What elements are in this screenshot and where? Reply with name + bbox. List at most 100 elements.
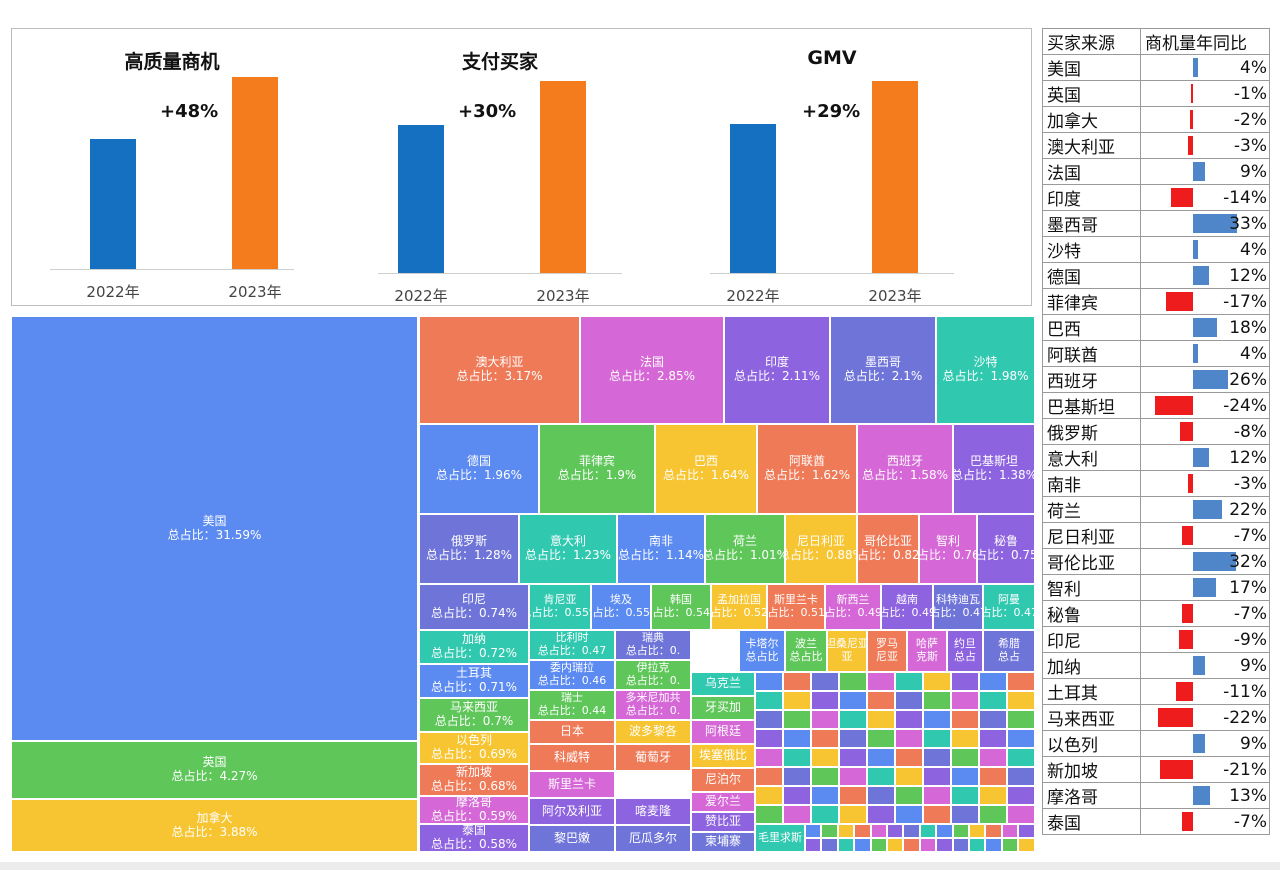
bar-2022年: [730, 124, 776, 273]
treemap-cell-name: 泰国: [461, 824, 486, 838]
yoy-cell: -21%: [1140, 756, 1270, 783]
treemap-tiny-cell: [867, 805, 895, 824]
treemap-cell: 阿根廷: [691, 720, 755, 744]
treemap-cell-share: 总占比: [789, 650, 823, 663]
table-row: 阿联酋 4%: [1042, 340, 1270, 367]
treemap-cell: 尼泊尔: [691, 768, 755, 792]
yoy-value: 22%: [1229, 499, 1267, 520]
treemap-cell-name: 马来西亚: [449, 700, 498, 715]
treemap-cell-share: 总占比：0.58%: [430, 837, 518, 851]
treemap-cell-share: 总占比：1.98%: [942, 369, 1029, 383]
treemap-cell-share: 总占比：0.88%: [786, 548, 856, 562]
table-row: 美国 4%: [1042, 54, 1270, 81]
yoy-bar: [1193, 578, 1216, 597]
treemap-tiny-cell: [951, 710, 979, 729]
table-row: 沙特 4%: [1042, 236, 1270, 263]
yoy-value: 33%: [1229, 213, 1267, 234]
treemap-tiny-cell: [854, 824, 871, 838]
table-row: 德国 12%: [1042, 262, 1270, 289]
treemap-cell-name: 加拿大: [196, 810, 233, 825]
treemap-cell-name: 日本: [559, 724, 584, 739]
treemap-tiny-cells: [805, 824, 1035, 852]
treemap-tiny-cell: [895, 691, 923, 710]
yoy-cell: 18%: [1140, 314, 1270, 341]
treemap-tiny-cell: [936, 824, 953, 838]
treemap-tiny-cell: [755, 672, 783, 691]
yoy-cell: 9%: [1140, 652, 1270, 679]
treemap-tiny-cell: [867, 672, 895, 691]
yoy-bar: [1193, 656, 1205, 675]
growth-label: +29%: [802, 101, 861, 122]
yoy-value: 9%: [1240, 161, 1267, 182]
treemap-tiny-cell: [923, 691, 951, 710]
treemap-cell-name: 波兰: [795, 637, 817, 651]
treemap-cell-name: 墨西哥: [864, 355, 901, 370]
treemap-cell-name: 加纳: [461, 632, 486, 647]
table-row: 秘鲁 -7%: [1042, 600, 1270, 627]
treemap-cell-name: 波多黎各: [628, 724, 677, 739]
treemap-cell-name: 毛里求斯: [758, 830, 802, 844]
yoy-cell: -11%: [1140, 678, 1270, 705]
yoy-bar: [1193, 370, 1228, 389]
treemap-tiny-cell: [755, 710, 783, 729]
treemap-tiny-cell: [903, 824, 920, 838]
treemap-cell-share: 总占比：0.68%: [430, 779, 518, 793]
table-row: 加纳 9%: [1042, 652, 1270, 679]
treemap-tiny-cell: [821, 838, 838, 852]
bar-2022年: [90, 139, 136, 269]
treemap-tiny-cell: [1001, 824, 1019, 838]
yoy-cell: 17%: [1140, 574, 1270, 601]
yoy-value: 9%: [1240, 733, 1267, 754]
treemap-cell-share: 总占比：0.82%: [857, 548, 919, 562]
treemap-cell-share: 总占比：0.49%: [825, 606, 880, 619]
treemap-cell-name: 菲律宾: [578, 454, 615, 469]
country-cell: 秘鲁: [1042, 600, 1141, 627]
treemap-cell-share: 总占比：0.54%: [652, 606, 711, 619]
treemap-cell-name: 韩国: [670, 593, 692, 607]
country-cell: 意大利: [1042, 444, 1141, 471]
treemap-cell-name: 新加坡: [455, 765, 492, 780]
treemap-cell: 乌克兰: [691, 672, 755, 696]
treemap-cell-share: 总占比：0.71%: [430, 680, 518, 694]
x-tick-label: 2022年: [726, 287, 780, 305]
yoy-cell: 22%: [1140, 496, 1270, 523]
country-cell: 马来西亚: [1042, 704, 1141, 731]
treemap-cell-share: 总占比：0.: [625, 704, 681, 717]
treemap-cell-share: 克斯: [916, 650, 938, 663]
treemap-tiny-cell: [887, 824, 904, 838]
bottom-divider: [0, 862, 1280, 870]
yoy-cell: 4%: [1140, 340, 1270, 367]
treemap-cell: 喀麦隆: [615, 798, 691, 825]
treemap-cell-name: 以色列: [455, 733, 492, 748]
yoy-value: -24%: [1223, 395, 1267, 416]
treemap-cell: 卡塔尔 总占比: [739, 630, 785, 672]
treemap-tiny-cell: [783, 748, 811, 767]
treemap-tiny-cell: [951, 805, 979, 824]
yoy-cell: -24%: [1140, 392, 1270, 419]
treemap-tiny-cell: [839, 786, 867, 805]
treemap-cell-name: 印尼: [461, 592, 486, 607]
yoy-bar: [1188, 136, 1193, 155]
treemap-cell-name: 哈萨: [916, 637, 938, 651]
treemap-tiny-cell: [867, 767, 895, 786]
treemap-tiny-cell: [1007, 805, 1035, 824]
treemap-cell: 瑞士 总占比：0.44: [529, 690, 615, 720]
treemap-tiny-cells: [755, 672, 1035, 824]
yoy-bar: [1193, 552, 1236, 571]
mini-chart-title: 高质量商机: [124, 51, 220, 73]
treemap-tiny-cell: [985, 838, 1002, 852]
treemap-cell-name: 乌克兰: [704, 676, 741, 691]
treemap-cell-name: 葡萄牙: [634, 749, 671, 764]
yoy-bar: [1193, 448, 1209, 467]
treemap-cell-share: 总占比：1.9%: [557, 468, 637, 482]
treemap-cell-name: 哥伦比亚: [863, 534, 912, 549]
yoy-value: 9%: [1240, 655, 1267, 676]
table-row: 加拿大 -2%: [1042, 106, 1270, 133]
treemap-cell-name: 阿联酋: [788, 454, 825, 469]
treemap-cell-share: 总占比：0.55%: [530, 606, 590, 619]
x-tick-label: 2023年: [868, 287, 922, 305]
treemap-tiny-cell: [951, 691, 979, 710]
treemap-tiny-cell: [1007, 786, 1035, 805]
treemap-cell-name: 瑞士: [561, 691, 583, 705]
yoy-value: 4%: [1240, 239, 1267, 260]
